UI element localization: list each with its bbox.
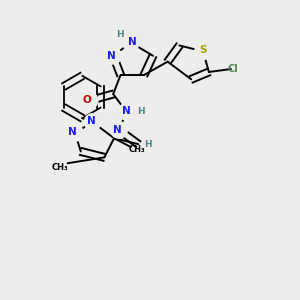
Circle shape [195, 43, 211, 60]
Text: CH₃: CH₃ [52, 163, 68, 172]
Text: O: O [82, 95, 91, 105]
Text: H: H [137, 106, 144, 116]
Text: S: S [199, 45, 207, 55]
Circle shape [105, 47, 122, 64]
Text: CH₃: CH₃ [128, 146, 145, 154]
Text: H: H [116, 30, 124, 39]
Text: N: N [113, 125, 122, 135]
Circle shape [81, 92, 98, 109]
Circle shape [111, 122, 127, 138]
Text: N: N [87, 116, 96, 126]
Circle shape [118, 103, 135, 120]
Circle shape [84, 114, 101, 130]
Text: N: N [68, 127, 76, 137]
Text: N: N [128, 37, 137, 46]
Text: N: N [122, 106, 131, 116]
Text: N: N [107, 51, 116, 61]
Circle shape [67, 125, 83, 141]
Circle shape [123, 34, 139, 51]
Text: Cl: Cl [228, 64, 238, 74]
Text: H: H [144, 140, 152, 149]
